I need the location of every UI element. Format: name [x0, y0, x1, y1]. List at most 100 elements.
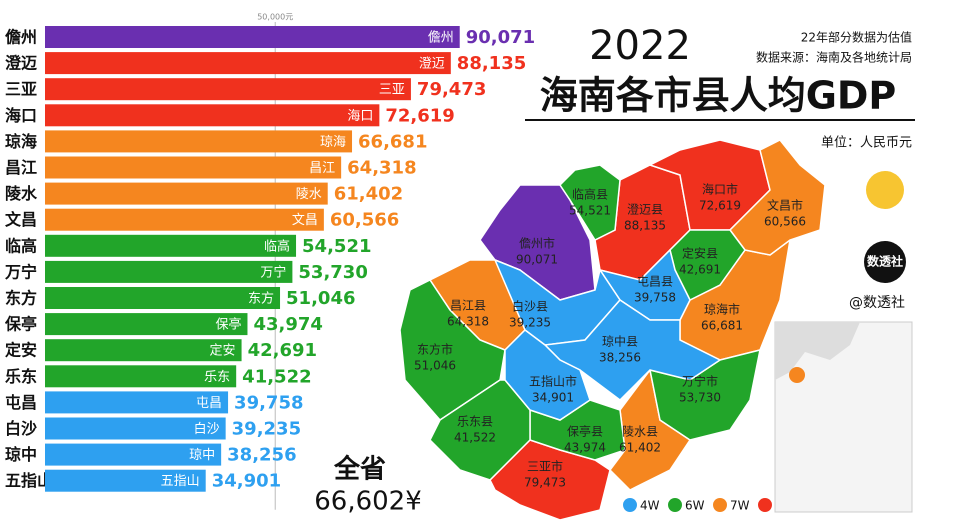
- bar: [45, 417, 226, 440]
- map-region-value: 39,758: [634, 291, 676, 305]
- map-region-name: 文昌市: [767, 198, 803, 213]
- bar-inner-label: 定安: [210, 344, 236, 359]
- handle: @数透社: [849, 295, 905, 311]
- bar: [45, 130, 353, 153]
- map-region-name: 东方市: [417, 342, 453, 357]
- map-region: [559, 164, 621, 241]
- map-region-name: 陵水县: [622, 425, 658, 439]
- map-region-value: 41,522: [454, 431, 496, 445]
- value-label: 88,135: [457, 53, 526, 74]
- value-label: 39,235: [232, 419, 301, 440]
- value-label: 41,522: [242, 366, 311, 387]
- value-label: 38,256: [227, 445, 296, 466]
- value-label: 34,901: [212, 471, 281, 492]
- bar: [45, 78, 411, 101]
- map-region-value: 79,473: [524, 476, 566, 490]
- bar: [45, 391, 229, 414]
- note: 22年部分数据为估值: [801, 30, 912, 45]
- bar: [45, 234, 297, 257]
- bar-inner-label: 海口: [347, 109, 373, 124]
- bar-inner-label: 琼中: [189, 448, 215, 463]
- bar-inner-label: 万宁: [260, 264, 286, 280]
- value-label: 54,521: [302, 236, 371, 257]
- legend-swatch: [713, 498, 727, 512]
- category-label: 陵水: [5, 184, 38, 203]
- category-label: 五指山: [5, 471, 53, 490]
- map-region-name: 琼中县: [602, 334, 638, 349]
- bar: [45, 52, 451, 75]
- category-label: 乐东: [5, 367, 37, 386]
- bar-inner-label: 白沙: [194, 421, 220, 437]
- map-region-value: 54,521: [569, 204, 611, 218]
- value-label: 51,046: [286, 288, 355, 309]
- emoji-icon: [866, 171, 904, 209]
- map-region-name: 澄迈县: [627, 202, 663, 217]
- total-label: 全省: [333, 454, 386, 485]
- value-label: 64,318: [347, 158, 416, 179]
- bar: [45, 208, 324, 231]
- bar-inner-label: 乐东: [204, 370, 230, 385]
- bar: [45, 365, 237, 388]
- legend-swatch: [668, 498, 682, 512]
- value-label: 61,402: [334, 184, 403, 205]
- map-region-name: 白沙县: [512, 299, 548, 314]
- category-label: 琼海: [5, 132, 37, 151]
- category-label: 琼中: [5, 445, 37, 464]
- bar: [45, 313, 248, 336]
- inset-land: [775, 322, 860, 380]
- bar: [45, 182, 328, 205]
- unit: 单位：人民币元: [821, 136, 912, 151]
- map-region: [429, 379, 531, 481]
- bar: [45, 443, 222, 466]
- inset-hainan: [789, 367, 805, 383]
- bar: [45, 104, 380, 127]
- map: 儋州市 90,071 澄迈县 88,135 三亚市 79,473 海口市 72,619 琼海市 6…: [399, 139, 826, 521]
- bar-inner-label: 琼海: [320, 135, 346, 150]
- value-label: 90,071: [466, 27, 535, 48]
- map-region-value: 39,235: [509, 316, 551, 330]
- map-region-value: 43,974: [564, 441, 606, 455]
- category-label: 海口: [5, 106, 37, 125]
- bar: [45, 287, 281, 309]
- bar-inner-label: 澄迈: [419, 57, 445, 72]
- bar: [45, 469, 206, 492]
- value-label: 60,566: [330, 210, 399, 231]
- legend-label: 6W: [685, 499, 705, 513]
- category-label: 屯昌: [5, 393, 37, 412]
- map-region-name: 海口市: [702, 182, 738, 197]
- subtitle: 海南各市县人均GDP: [540, 74, 897, 118]
- map-region-value: 66,681: [701, 319, 743, 333]
- value-label: 39,758: [234, 392, 303, 413]
- legend-swatch: [758, 498, 772, 512]
- x-tick-label: 50,000元: [257, 13, 293, 22]
- bar-inner-label: 三亚: [379, 83, 405, 98]
- legend-label: 7W: [730, 499, 750, 513]
- category-label: 昌江: [5, 158, 37, 177]
- category-label: 白沙: [5, 419, 37, 438]
- legend-label: 4W: [640, 499, 660, 513]
- value-label: 72,619: [385, 105, 454, 126]
- map-region-name: 定安县: [682, 246, 718, 261]
- category-label: 保亭: [4, 315, 37, 334]
- map-region: [504, 329, 591, 421]
- category-label: 定安: [4, 341, 37, 360]
- map-region-name: 保亭县: [567, 424, 603, 439]
- source: 数据来源：海南及各地统计局: [756, 50, 912, 65]
- value-label: 66,681: [358, 131, 427, 152]
- bar-inner-label: 屯昌: [196, 396, 222, 411]
- category-label: 东方: [5, 289, 37, 308]
- map-region: [729, 139, 826, 256]
- total-value: 66,602¥: [314, 487, 422, 517]
- bar-inner-label: 保亭: [215, 317, 241, 333]
- value-label: 79,473: [417, 79, 486, 100]
- map-region-value: 72,619: [699, 199, 741, 213]
- bar: [45, 339, 242, 362]
- map-region-value: 34,901: [532, 391, 574, 405]
- bar-inner-label: 东方: [248, 291, 274, 307]
- map-region-name: 万宁市: [682, 374, 718, 389]
- bar-inner-label: 儋州: [428, 31, 454, 46]
- legend-swatch: [623, 498, 637, 512]
- category-label: 临高: [5, 236, 37, 255]
- bar: [45, 260, 293, 283]
